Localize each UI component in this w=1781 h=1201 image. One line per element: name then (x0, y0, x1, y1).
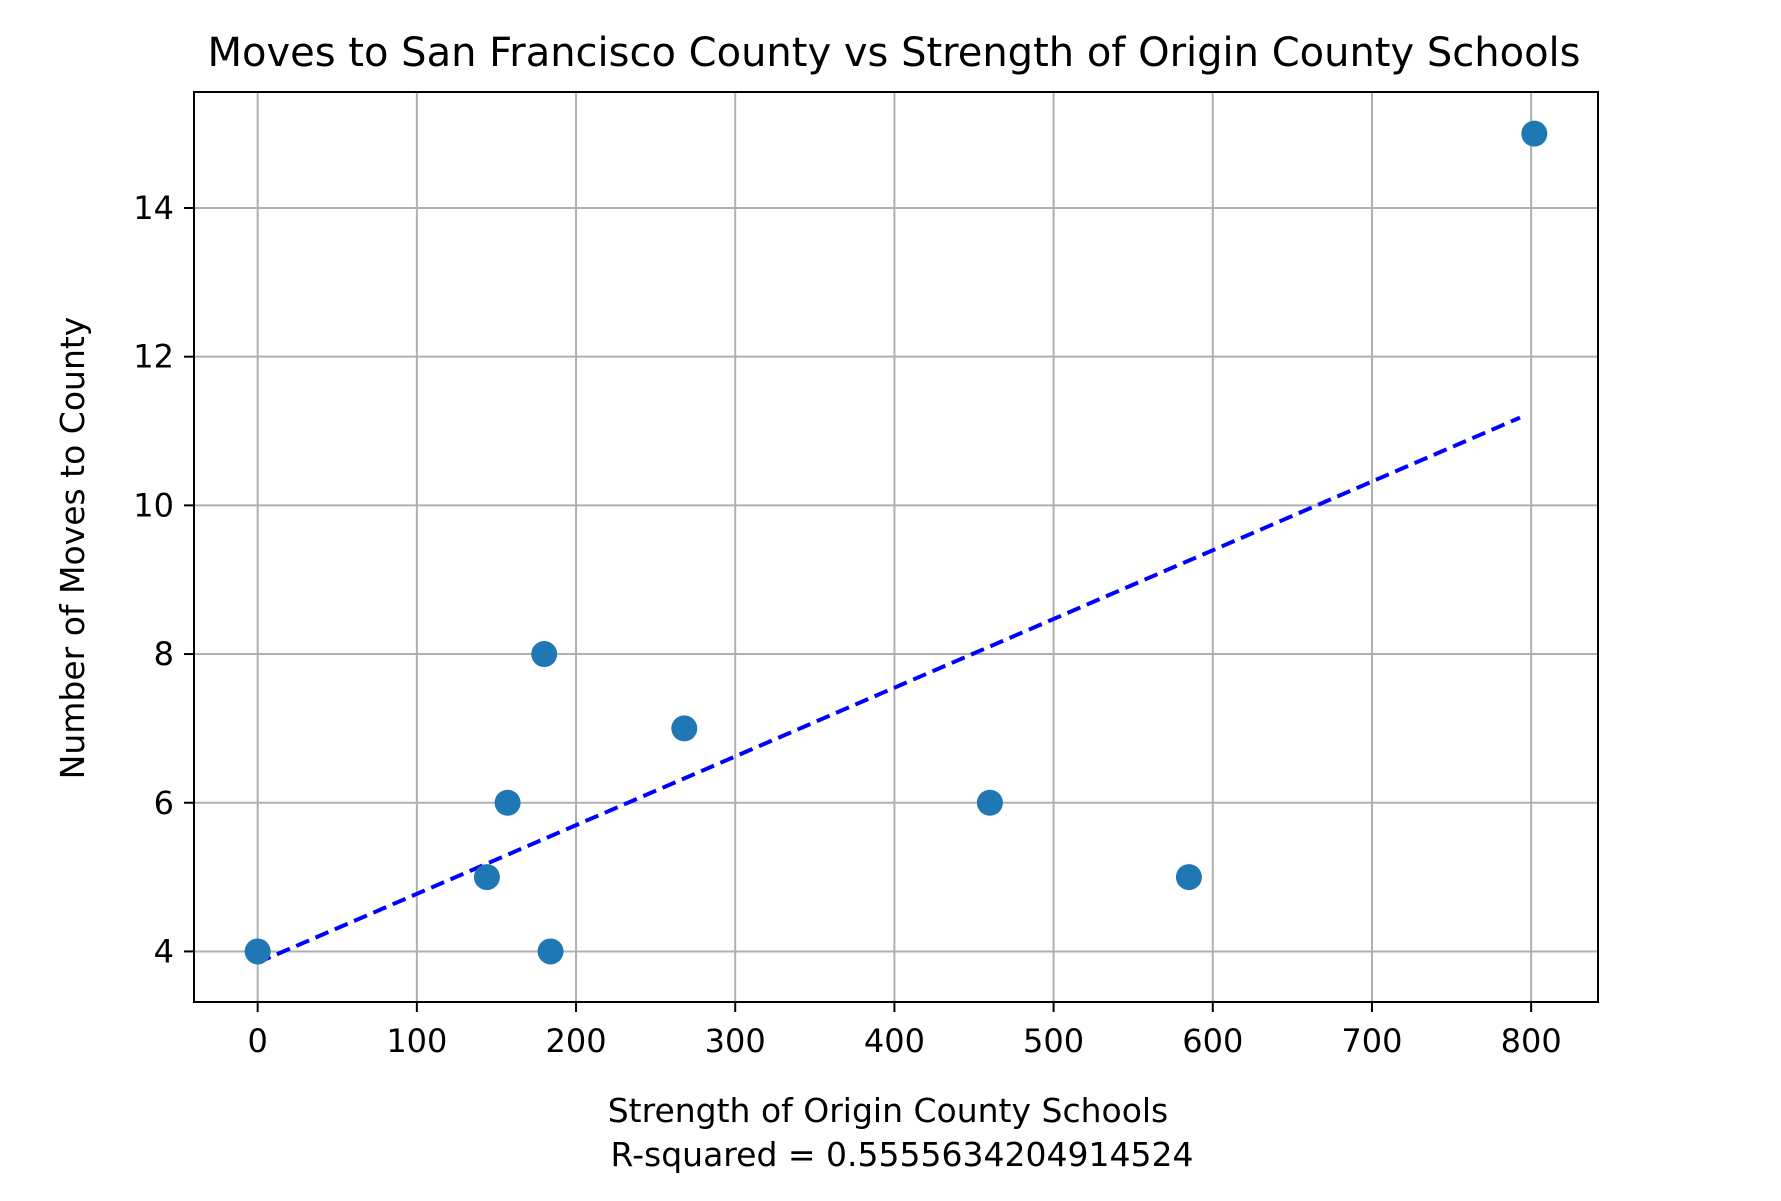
y-tick-label: 6 (154, 784, 174, 822)
x-axis-ticks: 0 100 200 300 400 500 600 700 800 (247, 1002, 1562, 1060)
y-tick-label: 4 (154, 932, 174, 970)
scatter-point (473, 864, 500, 891)
scatter-point (531, 641, 558, 668)
scatter-point (1175, 864, 1202, 891)
y-tick-label: 12 (133, 338, 174, 376)
x-axis-label: Strength of Origin County Schools (608, 1091, 1169, 1130)
scatter-point (976, 789, 1003, 816)
scatter-point (244, 938, 271, 965)
x-tick-label: 800 (1501, 1022, 1562, 1060)
x-tick-label: 0 (247, 1022, 267, 1060)
x-tick-label: 300 (705, 1022, 766, 1060)
x-tick-label: 100 (386, 1022, 447, 1060)
x-tick-label: 700 (1341, 1022, 1402, 1060)
grid (194, 92, 1598, 1002)
y-axis-label: Number of Moves to County (53, 317, 92, 780)
x-tick-label: 600 (1182, 1022, 1243, 1060)
scatter-point (671, 715, 698, 742)
data-points (244, 120, 1548, 965)
r-squared-label: R-squared = 0.5555634204914524 (611, 1135, 1194, 1174)
x-tick-label: 500 (1023, 1022, 1084, 1060)
scatter-point (494, 789, 521, 816)
chart-title: Moves to San Francisco County vs Strengt… (207, 30, 1580, 76)
x-tick-label: 200 (546, 1022, 607, 1060)
scatter-point (1521, 120, 1548, 147)
plot-area-frame (193, 91, 1599, 1003)
trend-line-layer (256, 415, 1521, 965)
x-tick-label: 400 (864, 1022, 925, 1060)
y-tick-label: 10 (133, 486, 174, 524)
trend-line (256, 415, 1521, 965)
y-tick-label: 14 (133, 189, 174, 227)
y-tick-label: 8 (154, 635, 174, 673)
y-axis-ticks: 4 6 8 10 12 14 (133, 189, 194, 970)
scatter-point (537, 938, 564, 965)
